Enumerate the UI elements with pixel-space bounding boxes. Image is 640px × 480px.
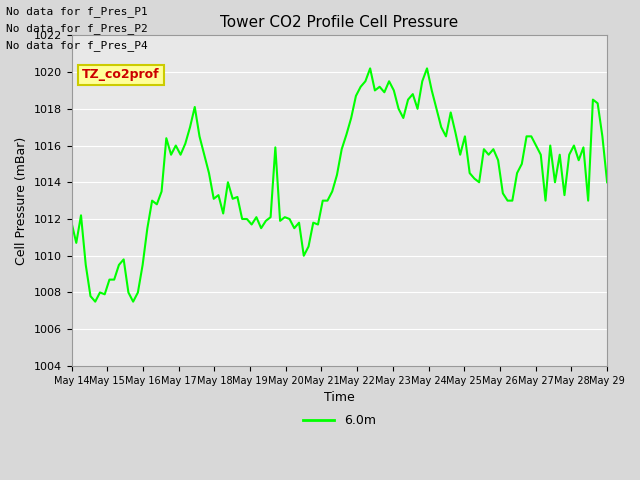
Text: No data for f_Pres_P4: No data for f_Pres_P4: [6, 40, 148, 51]
Y-axis label: Cell Pressure (mBar): Cell Pressure (mBar): [15, 136, 28, 265]
Text: TZ_co2prof: TZ_co2prof: [82, 68, 160, 81]
Title: Tower CO2 Profile Cell Pressure: Tower CO2 Profile Cell Pressure: [220, 15, 458, 30]
Legend: 6.0m: 6.0m: [298, 409, 381, 432]
Text: No data for f_Pres_P1: No data for f_Pres_P1: [6, 6, 148, 17]
Text: No data for f_Pres_P2: No data for f_Pres_P2: [6, 23, 148, 34]
X-axis label: Time: Time: [324, 391, 355, 404]
